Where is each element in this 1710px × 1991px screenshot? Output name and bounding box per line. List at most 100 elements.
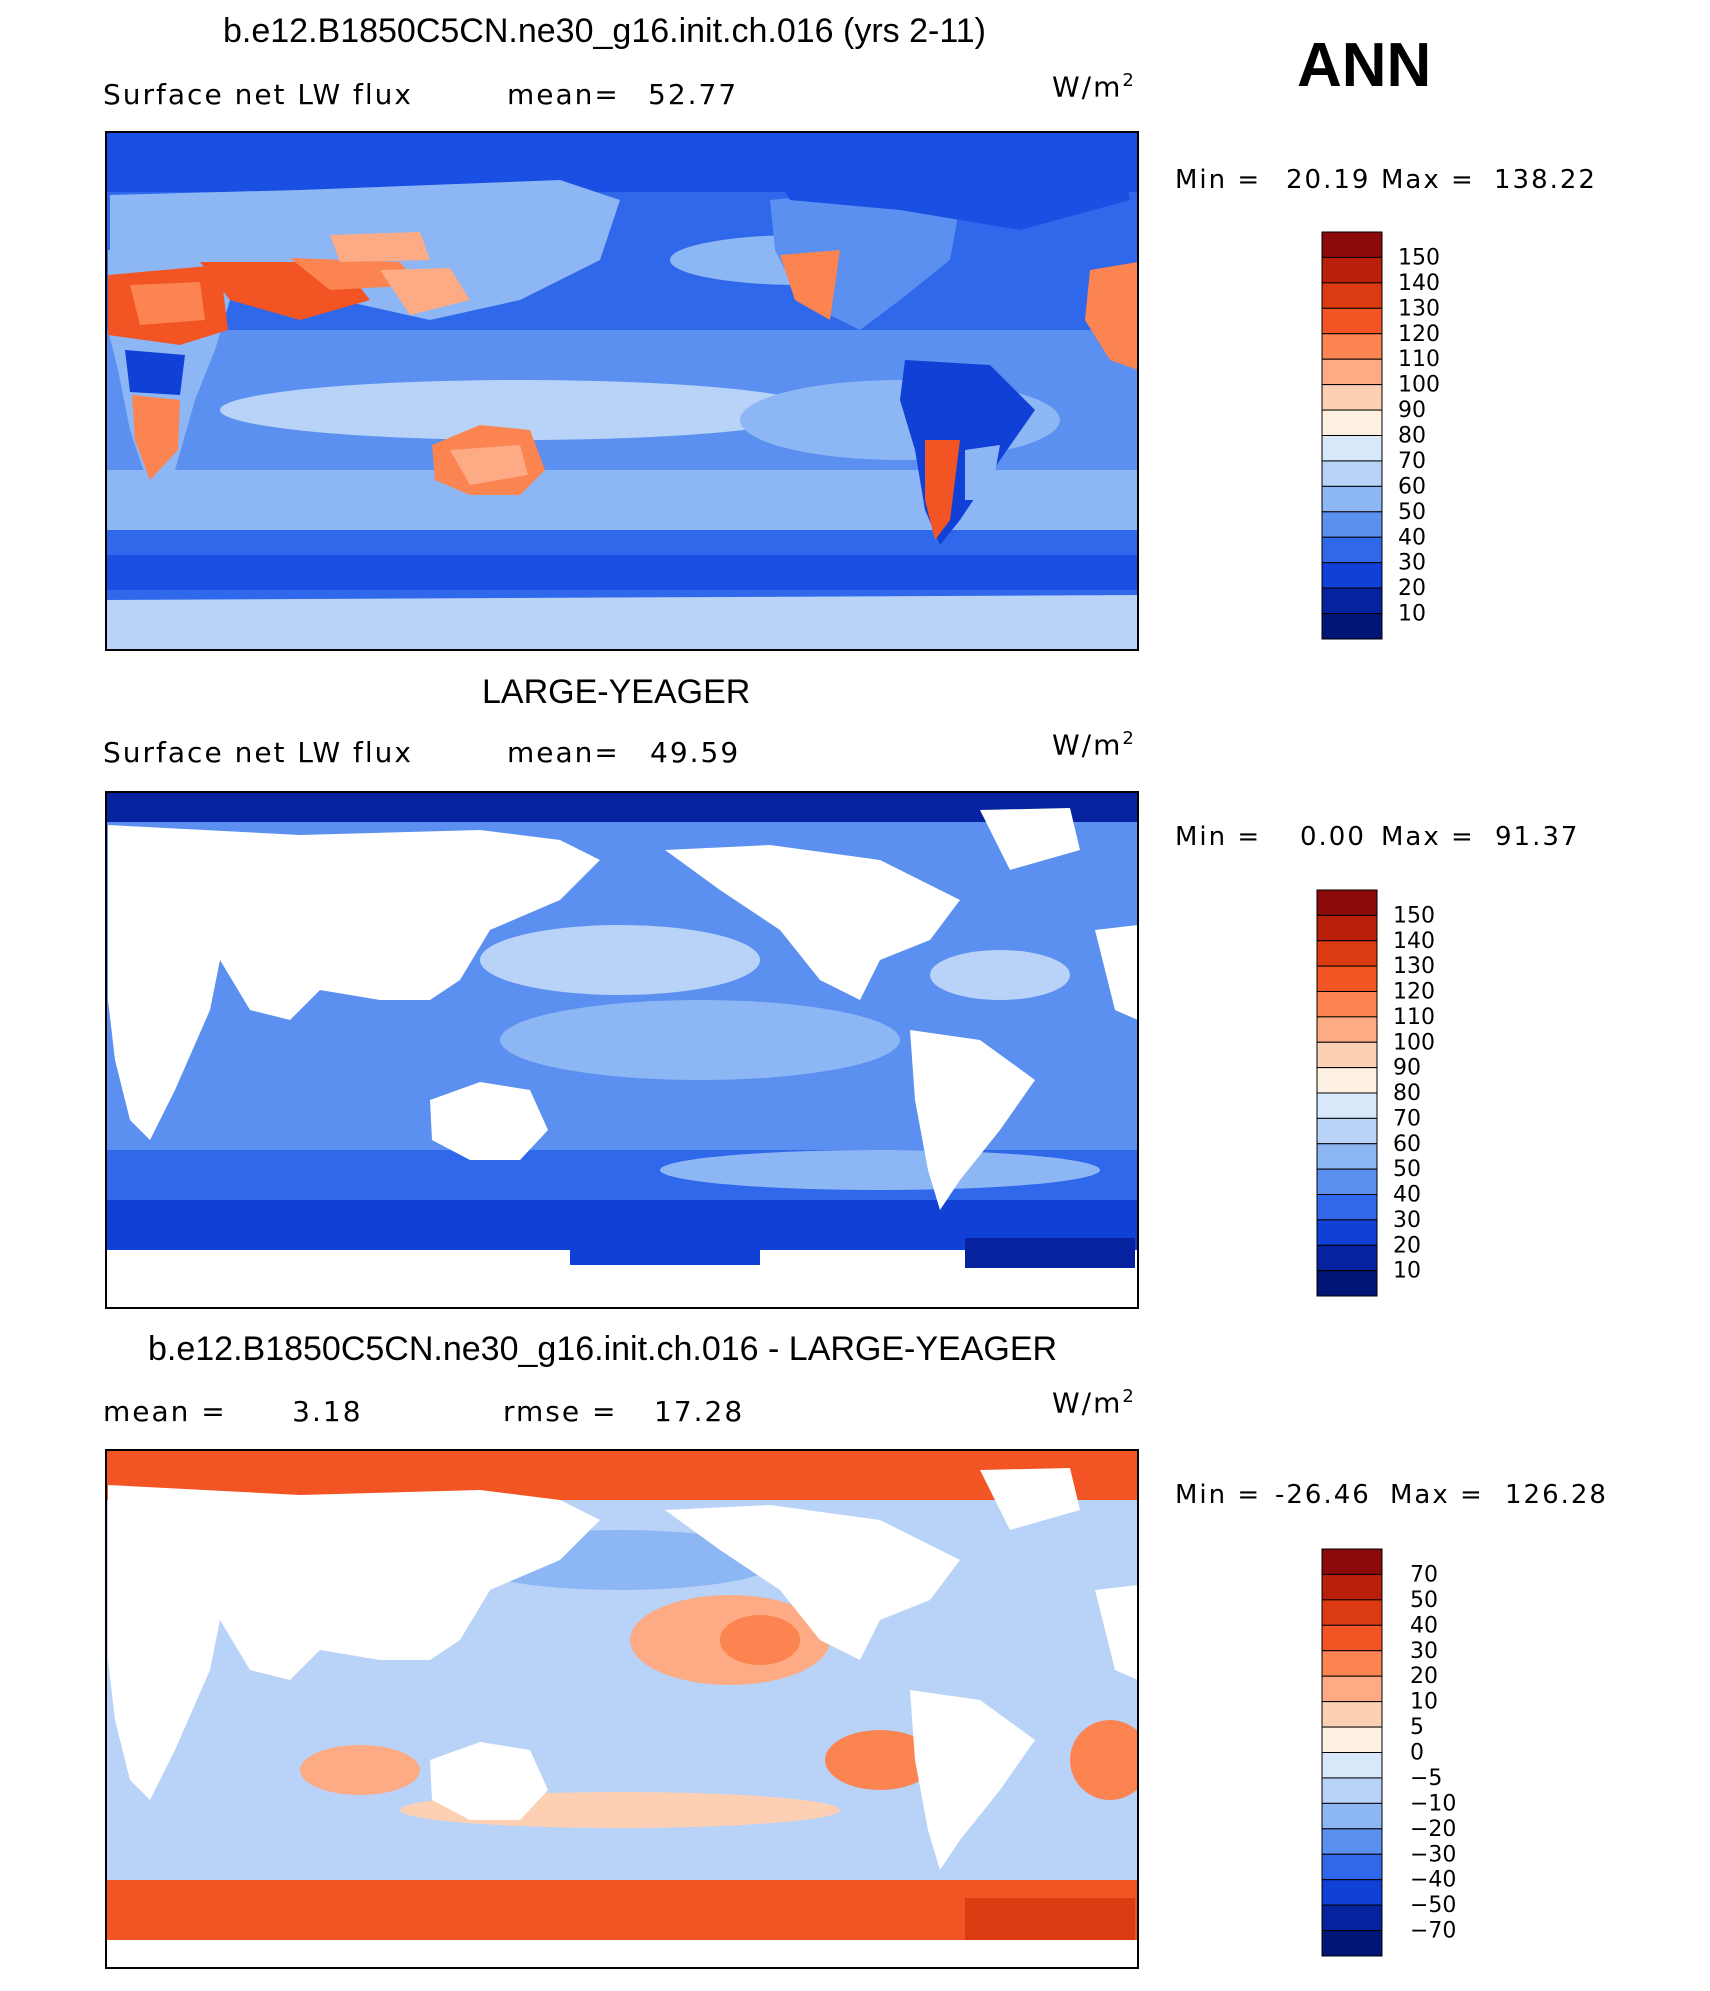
colorbar-tick-label: 60 <box>1393 1132 1421 1157</box>
colorbar-swatch <box>1321 384 1383 411</box>
colorbar-swatch <box>1316 1194 1378 1221</box>
panel1-map <box>106 132 1138 650</box>
colorbar-swatch <box>1316 1067 1378 1094</box>
colorbar-tick-label: −70 <box>1410 1919 1456 1944</box>
panel3-title: b.e12.B1850C5CN.ne30_g16.init.ch.016 - L… <box>148 1330 1058 1368</box>
colorbar-swatch <box>1316 1092 1378 1119</box>
colorbar-swatch <box>1321 1726 1383 1753</box>
colorbar-tick-label: 40 <box>1410 1613 1438 1638</box>
colorbar-tick-label: 130 <box>1398 296 1440 321</box>
panel1-mean-label: mean= <box>507 78 620 111</box>
colorbar-swatch <box>1316 1143 1378 1170</box>
colorbar-swatch <box>1321 1650 1383 1677</box>
colorbar-swatch <box>1321 485 1383 513</box>
panel3-min-value: -26.46 <box>1275 1480 1371 1510</box>
colorbar-tick-label: 50 <box>1410 1588 1438 1613</box>
panel1-title: b.e12.B1850C5CN.ne30_g16.init.ch.016 (yr… <box>223 12 986 50</box>
colorbar-swatch <box>1321 435 1383 462</box>
colorbar-tick-label: 70 <box>1393 1106 1421 1131</box>
colorbar-tick-label: −50 <box>1410 1893 1456 1918</box>
colorbar-tick-label: 70 <box>1398 449 1426 474</box>
colorbar-tick-label: 40 <box>1398 525 1426 550</box>
colorbar-swatch <box>1321 587 1383 615</box>
colorbar-tick-label: 50 <box>1393 1157 1421 1182</box>
colorbar-swatch <box>1321 536 1383 564</box>
colorbar-swatch <box>1321 1752 1383 1779</box>
colorbar-tick-label: 100 <box>1393 1030 1435 1055</box>
colorbar-tick-label: 150 <box>1393 903 1435 928</box>
colorbar-tick-label: 140 <box>1398 271 1440 296</box>
colorbar-tick-label: 50 <box>1398 500 1426 525</box>
colorbar-tick-label: 120 <box>1393 980 1435 1005</box>
panel1-min-label: Min = <box>1175 165 1262 195</box>
colorbar-swatch <box>1321 460 1383 487</box>
units-base: W/m <box>1052 728 1123 762</box>
colorbar-swatch <box>1321 1675 1383 1703</box>
colorbar-tick-label: −40 <box>1410 1868 1456 1893</box>
colorbar-tick-label: 70 <box>1410 1562 1438 1587</box>
panel2-map <box>106 792 1138 1308</box>
colorbar-swatch <box>1321 1624 1383 1652</box>
colorbar-tick-label: 110 <box>1398 347 1440 372</box>
panel2-mean-value: 49.59 <box>650 736 741 769</box>
colorbar-swatch <box>1321 1573 1383 1601</box>
panel3-map <box>106 1450 1138 1968</box>
colorbar-tick-label: 0 <box>1410 1741 1424 1766</box>
panel3-max-value: 126.28 <box>1505 1480 1608 1510</box>
units-exp: 2 <box>1122 70 1134 91</box>
colorbar-tick-label: 90 <box>1393 1056 1421 1081</box>
colorbar-swatch <box>1316 1117 1378 1145</box>
panel2-units: W/m2 <box>1052 728 1134 761</box>
panel3-min-label: Min = <box>1175 1480 1262 1510</box>
colorbar-tick-label: 20 <box>1398 576 1426 601</box>
colorbar-swatch <box>1321 1599 1383 1626</box>
units-base: W/m <box>1052 70 1123 104</box>
panel1-max-value: 138.22 <box>1494 165 1597 195</box>
colorbar-tick-label: 90 <box>1398 398 1426 423</box>
colorbar-tick-label: 30 <box>1410 1639 1438 1664</box>
colorbar-swatch <box>1321 1879 1383 1906</box>
panel3-rmse-value: 17.28 <box>654 1395 745 1428</box>
colorbar-swatch <box>1316 889 1378 916</box>
panel1-mean-value: 52.77 <box>648 78 739 111</box>
colorbar-swatch <box>1321 358 1383 386</box>
panel1-variable: Surface net LW flux <box>103 78 413 111</box>
units-base: W/m <box>1052 1386 1123 1420</box>
colorbar-swatch <box>1321 333 1383 360</box>
colorbar-swatch <box>1316 1244 1378 1272</box>
colorbar-swatch <box>1321 1904 1383 1932</box>
colorbar-swatch <box>1321 1701 1383 1728</box>
colorbar-swatch <box>1316 914 1378 942</box>
colorbar-tick-label: −30 <box>1410 1842 1456 1867</box>
units-exp: 2 <box>1122 1386 1134 1407</box>
colorbar-tick-label: 120 <box>1398 322 1440 347</box>
panel1-frame <box>105 131 1139 651</box>
colorbar-tick-label: −20 <box>1410 1817 1456 1842</box>
colorbar-tick-label: 10 <box>1393 1259 1421 1284</box>
colorbar-swatch <box>1316 1041 1378 1069</box>
panel2-title: LARGE-YEAGER <box>482 673 751 711</box>
colorbar-tick-label: 10 <box>1398 602 1426 627</box>
panel2-min-value: 0.00 <box>1300 822 1366 852</box>
panel3-mean: mean = 3.18 <box>103 1395 363 1428</box>
colorbar-tick-label: 40 <box>1393 1183 1421 1208</box>
colorbar-swatch <box>1316 1016 1378 1043</box>
panel2-max-value: 91.37 <box>1495 822 1580 852</box>
colorbar-tick-label: 80 <box>1393 1081 1421 1106</box>
colorbar-tick-label: −5 <box>1410 1766 1442 1791</box>
panel1-min-value: 20.19 <box>1286 165 1371 195</box>
colorbar-swatch <box>1321 1828 1383 1855</box>
colorbar-swatch <box>1316 1270 1378 1297</box>
colorbar-tick-label: 130 <box>1393 954 1435 979</box>
colorbar-tick-label: −10 <box>1410 1791 1456 1816</box>
colorbar-tick-label: 100 <box>1398 373 1440 398</box>
colorbar-swatch <box>1321 562 1383 589</box>
colorbar-swatch <box>1321 1853 1383 1881</box>
colorbar-swatch <box>1321 613 1383 640</box>
colorbar-swatch <box>1316 965 1378 992</box>
panel1-max-label: Max = <box>1381 165 1475 195</box>
colorbar-swatch <box>1321 307 1383 335</box>
colorbar-swatch <box>1321 256 1383 284</box>
colorbar-tick-label: 20 <box>1410 1664 1438 1689</box>
